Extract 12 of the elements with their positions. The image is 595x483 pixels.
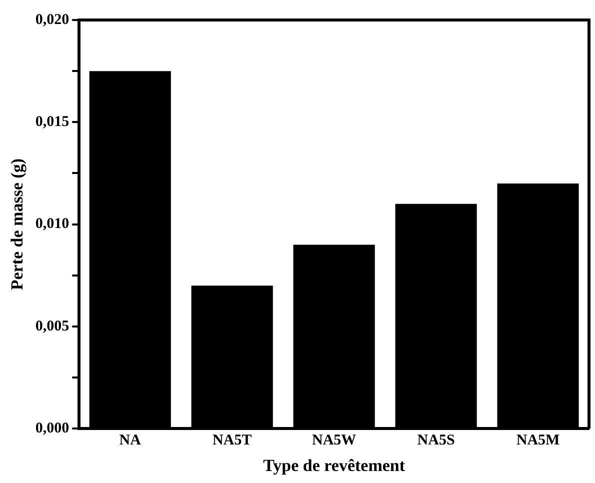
- x-tick-label: NA5M: [516, 432, 560, 448]
- x-tick-label: NA5W: [312, 432, 356, 448]
- y-tick-label: 0,000: [35, 420, 70, 436]
- y-tick-label: 0,005: [35, 318, 70, 334]
- y-axis-title: Perte de masse (g): [8, 158, 27, 290]
- x-tick-label: NA5T: [212, 432, 252, 448]
- y-tick-label: 0,015: [35, 114, 70, 130]
- x-tick-label: NA: [119, 432, 142, 448]
- x-tick-label: NA5S: [417, 432, 455, 448]
- x-axis-title: Type de revêtement: [263, 456, 406, 476]
- y-tick-label: 0,020: [35, 12, 70, 28]
- y-tick-label: 0,010: [35, 216, 70, 232]
